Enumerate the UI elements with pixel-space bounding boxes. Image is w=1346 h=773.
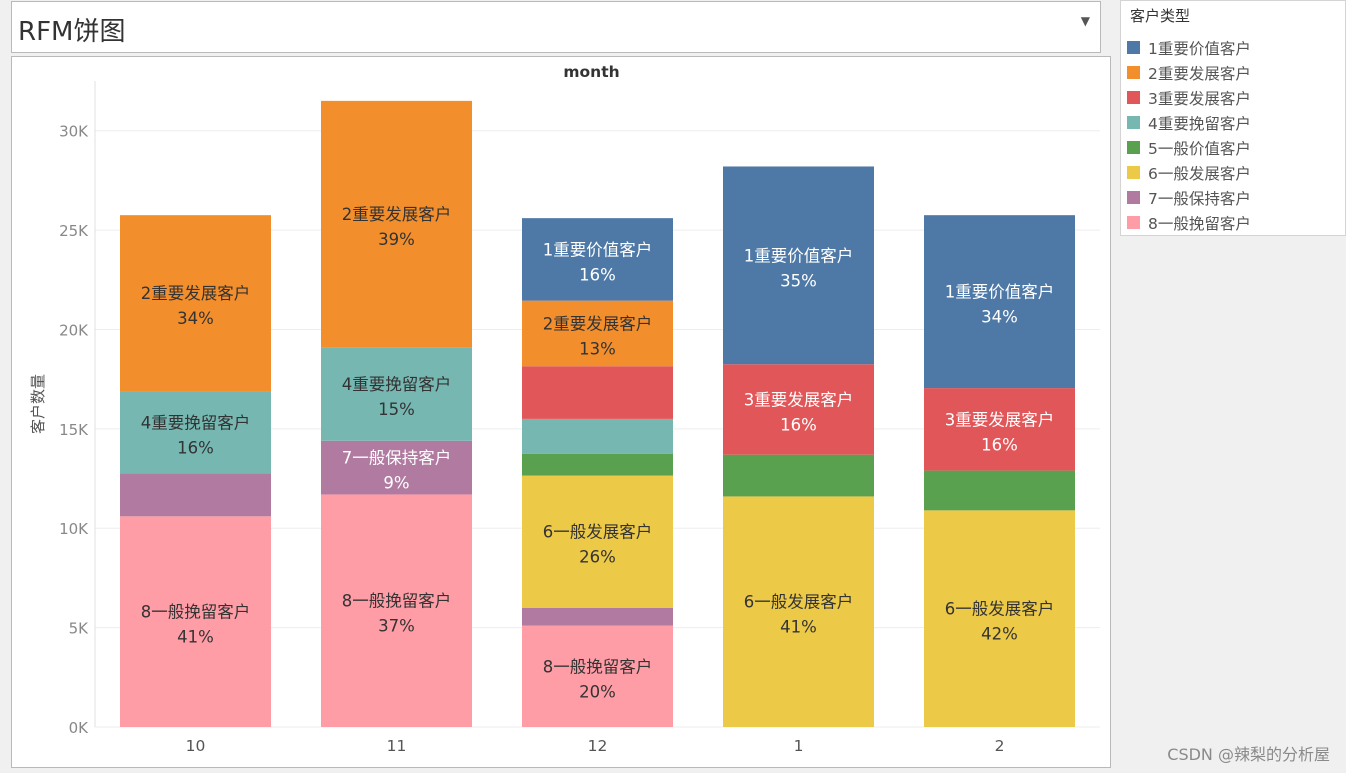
y-tick-label: 0K (69, 719, 90, 737)
sheet-title-dropdown[interactable]: RFM饼图 ▼ (11, 1, 1101, 53)
bar-segment (522, 625, 673, 727)
data-label: 6一般发展客户 41% (744, 593, 854, 637)
chart-panel: 0K 5K 10K 15K 20K 25K 30K month 客户数量 8一般挽留客户 41% 8一… (11, 56, 1111, 768)
sheet-title: RFM饼图 (18, 17, 126, 47)
bar-segment (522, 218, 673, 301)
legend-label: 5一般价值客户 (1148, 139, 1251, 158)
legend-swatch (1127, 116, 1140, 129)
legend-swatch (1127, 91, 1140, 104)
legend-swatch (1127, 141, 1140, 154)
bar-segment (924, 510, 1075, 727)
legend-item[interactable]: 3重要发展客户 (1127, 85, 1251, 110)
data-label: 8一般挽留客户 41% (141, 603, 251, 647)
data-label: 6一般发展客户 26% (543, 523, 653, 567)
bar-segment (522, 607, 673, 626)
bar-segment (321, 347, 472, 441)
legend-label: 3重要发展客户 (1148, 89, 1251, 108)
bar-segment (522, 475, 673, 608)
x-tick-label: 1 (794, 737, 804, 755)
x-tick-label: 11 (387, 737, 407, 755)
x-tick-label: 2 (995, 737, 1005, 755)
bar-segment (723, 496, 874, 727)
legend-item[interactable]: 6一般发展客户 (1127, 160, 1251, 185)
data-label: 2重要发展客户 13% (543, 314, 653, 358)
legend-title: 客户类型 (1130, 7, 1191, 25)
y-tick-label: 5K (69, 620, 90, 638)
legend-swatch (1127, 216, 1140, 229)
data-label: 3重要发展客户 16% (744, 390, 854, 434)
legend-swatch (1127, 66, 1140, 79)
legend-item[interactable]: 1重要价值客户 (1127, 35, 1251, 60)
legend-label: 2重要发展客户 (1148, 64, 1251, 83)
y-tick-label: 30K (59, 123, 89, 141)
data-label: 6一般发展客户 42% (945, 600, 1055, 644)
bar-segment (723, 166, 874, 365)
bar-segment (924, 388, 1075, 471)
legend-label: 6一般发展客户 (1148, 164, 1251, 183)
bar-segment (321, 440, 472, 495)
data-label: 1重要价值客户 34% (945, 283, 1055, 327)
y-tick-label: 10K (59, 520, 89, 538)
bar-segment (924, 215, 1075, 389)
legend-swatch (1127, 166, 1140, 179)
legend-item[interactable]: 8一般挽留客户 (1127, 210, 1251, 235)
data-label: 4重要挽留客户 15% (342, 375, 452, 419)
legend-swatch (1127, 191, 1140, 204)
legend-swatch (1127, 41, 1140, 54)
bar-segment (522, 418, 673, 454)
legend-list: 1重要价值客户 2重要发展客户 3重要发展客户 4重要挽留客户 5一般价值客户 6一般发展… (1127, 35, 1251, 235)
legend-item[interactable]: 2重要发展客户 (1127, 60, 1251, 85)
y-tick-label: 25K (59, 222, 89, 240)
bar-segment (120, 391, 271, 474)
bar-segment (120, 215, 271, 392)
data-label: 1重要价值客户 16% (543, 240, 653, 284)
bar-segment (120, 473, 271, 517)
data-label: 4重要挽留客户 16% (141, 413, 251, 457)
bar-segment (321, 100, 472, 348)
legend-item[interactable]: 7一般保持客户 (1127, 185, 1251, 210)
x-tick-label: 12 (588, 737, 608, 755)
bar-segment (321, 494, 472, 727)
legend-label: 7一般保持客户 (1148, 189, 1251, 208)
data-label: 2重要发展客户 34% (141, 284, 251, 328)
y-axis-label: 客户数量 (29, 374, 47, 434)
y-tick-label: 20K (59, 321, 89, 339)
legend-label: 8一般挽留客户 (1148, 214, 1251, 233)
data-label: 2重要发展客户 39% (342, 205, 452, 249)
bar-segment (723, 364, 874, 455)
legend-item[interactable]: 4重要挽留客户 (1127, 110, 1251, 135)
x-tick-label: 10 (186, 737, 206, 755)
bar-segment (522, 366, 673, 419)
chart-title: month (563, 63, 619, 81)
legend-label: 4重要挽留客户 (1148, 114, 1251, 133)
data-label: 3重要发展客户 16% (945, 410, 1055, 454)
bar-segment (723, 454, 874, 497)
data-label: 8一般挽留客户 20% (543, 657, 653, 701)
data-label: 1重要价值客户 35% (744, 246, 854, 290)
bar-segment (522, 453, 673, 476)
legend-panel: 客户类型 1重要价值客户 2重要发展客户 3重要发展客户 4重要挽留客户 5一般价值客户… (1120, 0, 1346, 236)
legend-item[interactable]: 5一般价值客户 (1127, 135, 1251, 160)
dropdown-arrow-icon[interactable]: ▼ (1080, 14, 1090, 28)
data-label: 7一般保持客户 9% (342, 449, 452, 493)
data-label: 8一般挽留客户 37% (342, 592, 452, 636)
stacked-bar-chart: 0K 5K 10K 15K 20K 25K 30K month 客户数量 8一般挽留客户 41% 8一… (29, 63, 1100, 755)
bar-segment (924, 470, 1075, 511)
bar-segment (120, 516, 271, 727)
bar-segment (522, 300, 673, 367)
watermark: CSDN @辣梨的分析屋 (1167, 745, 1330, 764)
y-tick-label: 15K (59, 421, 89, 439)
legend-label: 1重要价值客户 (1148, 39, 1251, 58)
